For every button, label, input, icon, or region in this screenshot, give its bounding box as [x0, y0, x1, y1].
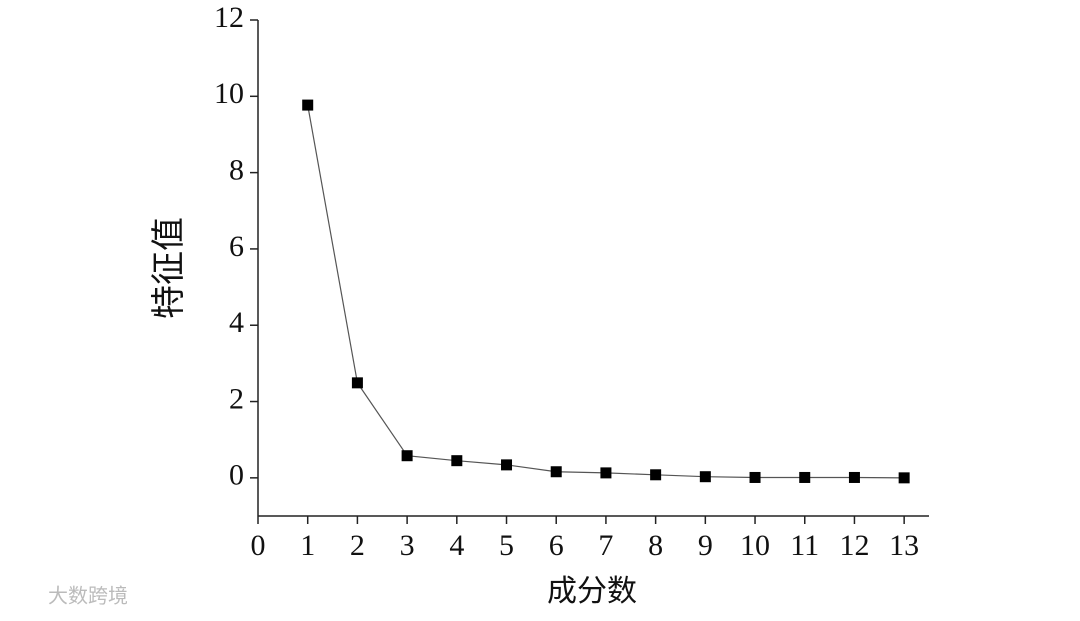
y-tick-label: 2	[229, 382, 244, 415]
x-tick-label: 3	[400, 529, 415, 562]
x-tick-label: 7	[598, 529, 613, 562]
x-tick-label: 1	[300, 529, 315, 562]
y-tick-label: 12	[214, 1, 244, 34]
y-tick-label: 6	[229, 230, 244, 263]
x-tick-label: 5	[499, 529, 514, 562]
marker	[302, 99, 314, 111]
x-tick-label: 13	[889, 529, 919, 562]
watermark: 大数跨境	[48, 584, 128, 608]
x-tick-label: 10	[740, 529, 770, 562]
y-axis-label: 特征值	[150, 217, 188, 319]
marker	[550, 466, 562, 478]
y-tick-label: 8	[229, 154, 244, 187]
x-tick-label: 8	[648, 529, 663, 562]
marker	[351, 377, 363, 389]
y-tick-label: 10	[214, 77, 244, 110]
x-tick-label: 0	[251, 529, 266, 562]
marker	[501, 459, 513, 471]
marker	[749, 471, 761, 483]
x-tick-label: 2	[350, 529, 365, 562]
series-line	[307, 104, 905, 479]
y-tick-label: 4	[229, 306, 244, 339]
x-tick-label: 4	[449, 529, 464, 562]
y-tick-label: 0	[229, 459, 244, 492]
marker	[848, 471, 860, 483]
marker	[650, 469, 662, 481]
marker	[699, 471, 711, 483]
marker	[898, 472, 910, 484]
x-tick-label: 6	[549, 529, 564, 562]
x-tick-label: 12	[839, 529, 869, 562]
x-tick-label: 11	[790, 529, 819, 562]
x-tick-label: 9	[698, 529, 713, 562]
x-axis-label: 成分数	[547, 575, 637, 608]
marker	[600, 467, 612, 479]
marker	[799, 471, 811, 483]
marker	[401, 450, 413, 462]
marker	[451, 455, 463, 467]
